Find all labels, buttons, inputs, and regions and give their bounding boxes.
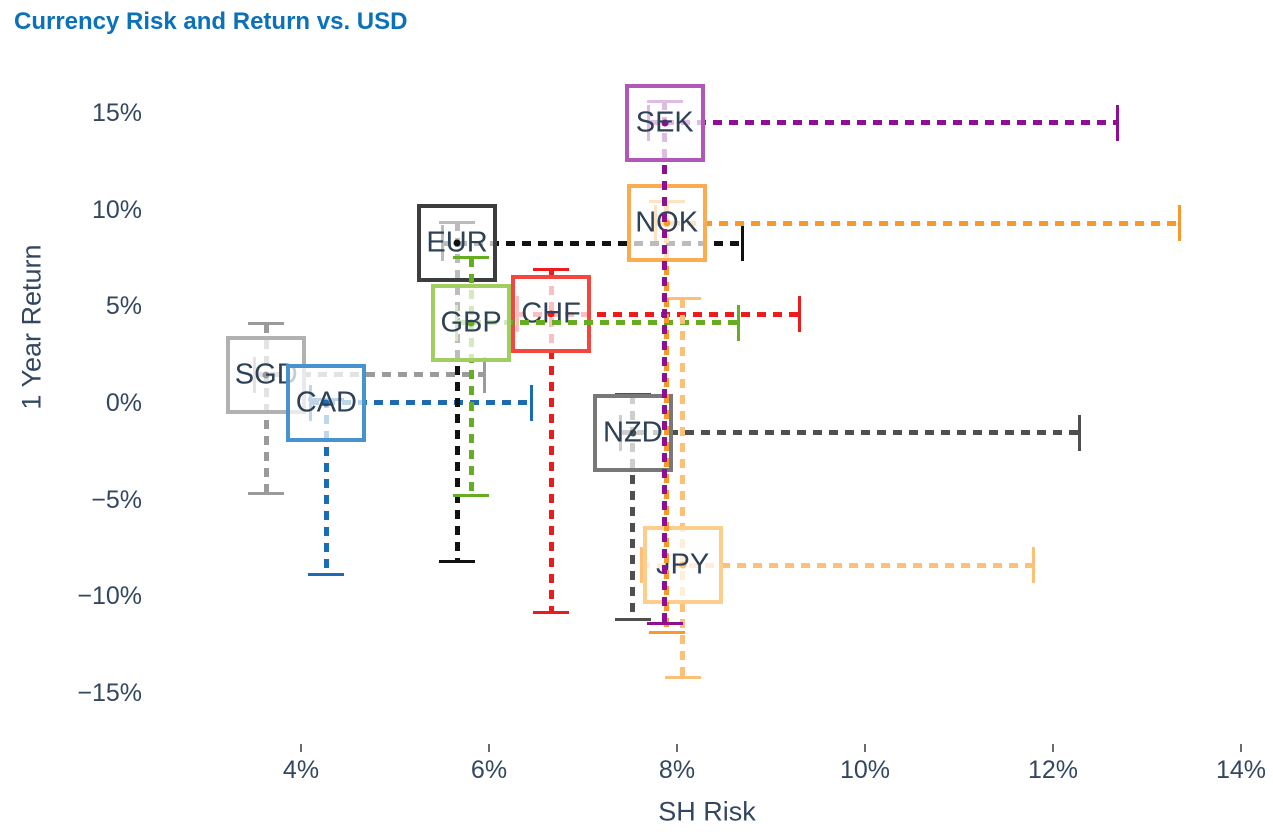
- x-tick-mark: [300, 744, 302, 752]
- currency-label: EUR: [426, 226, 488, 259]
- risk-error-bar: [442, 240, 743, 246]
- return-high-cap: [248, 322, 285, 326]
- return-error-bar: [323, 399, 329, 575]
- currency-label: CAD: [295, 386, 357, 419]
- risk-error-bar: [620, 430, 1080, 436]
- currency-box: [642, 526, 723, 605]
- y-axis-title: 1 Year Return: [16, 244, 47, 410]
- risk-high-cap: [529, 384, 533, 421]
- y-tick-label: 15%: [91, 99, 142, 127]
- return-high-cap: [664, 297, 701, 301]
- return-error-bar: [548, 269, 554, 613]
- return-low-cap: [248, 492, 285, 496]
- risk-error-bar: [456, 320, 739, 326]
- x-tick-label: 4%: [282, 756, 320, 784]
- return-low-cap: [533, 611, 570, 615]
- risk-high-cap: [1077, 414, 1081, 451]
- x-tick-label: 12%: [1027, 756, 1079, 784]
- return-high-cap: [453, 256, 490, 260]
- risk-high-cap: [1116, 104, 1120, 141]
- x-tick-label: 14%: [1215, 756, 1267, 784]
- return-error-bar: [468, 257, 474, 496]
- risk-high-cap: [736, 304, 740, 341]
- y-tick-label: 5%: [105, 292, 142, 321]
- currency-point: [467, 319, 475, 327]
- return-error-bar: [630, 394, 636, 620]
- currency-label: CHF: [521, 297, 581, 330]
- risk-error-bar: [641, 562, 1034, 568]
- x-tick-label: 6%: [470, 756, 508, 784]
- x-tick-mark: [864, 744, 866, 752]
- y-tick-label: −15%: [77, 678, 142, 707]
- x-tick-label: 8%: [658, 756, 696, 784]
- x-axis-title: SH Risk: [658, 796, 756, 827]
- return-low-cap: [648, 630, 685, 634]
- risk-high-cap: [741, 225, 745, 262]
- return-error-bar: [662, 101, 668, 624]
- y-tick-label: −10%: [77, 582, 142, 611]
- currency-point: [453, 239, 461, 247]
- return-low-cap: [646, 621, 683, 625]
- return-high-cap: [533, 268, 570, 272]
- currency-point: [322, 399, 330, 407]
- risk-error-bar: [254, 372, 485, 378]
- risk-error-bar: [648, 120, 1118, 126]
- currency-point: [547, 310, 555, 318]
- risk-high-cap: [482, 356, 486, 393]
- x-tick-mark: [1052, 744, 1054, 752]
- y-tick-label: 0%: [105, 388, 142, 417]
- currency-label: GBP: [440, 306, 502, 339]
- return-error-bar: [454, 222, 460, 562]
- return-low-cap: [664, 676, 701, 680]
- currency-point: [661, 119, 669, 127]
- risk-high-cap: [1178, 205, 1182, 242]
- return-low-cap: [308, 572, 345, 576]
- x-tick-label: 10%: [839, 756, 891, 784]
- risk-low-cap: [639, 547, 643, 584]
- return-low-cap: [439, 560, 476, 564]
- y-tick-label: −5%: [91, 485, 142, 514]
- x-tick-mark: [676, 744, 678, 752]
- risk-error-bar: [517, 311, 800, 317]
- currency-label: SEK: [635, 106, 694, 139]
- currency-point: [629, 429, 637, 437]
- risk-high-cap: [797, 296, 801, 333]
- return-low-cap: [453, 494, 490, 498]
- currency-label: NZD: [603, 416, 663, 449]
- risk-error-bar: [655, 220, 1180, 226]
- currency-point: [679, 561, 687, 569]
- risk-error-bar: [310, 400, 532, 406]
- x-tick-mark: [488, 744, 490, 752]
- x-tick-mark: [1240, 744, 1242, 752]
- return-low-cap: [614, 618, 651, 622]
- risk-high-cap: [1031, 547, 1035, 584]
- return-error-bar: [680, 298, 686, 678]
- currency-point: [262, 371, 270, 379]
- chart-title: Currency Risk and Return vs. USD: [14, 8, 408, 35]
- y-tick-label: 10%: [91, 195, 142, 224]
